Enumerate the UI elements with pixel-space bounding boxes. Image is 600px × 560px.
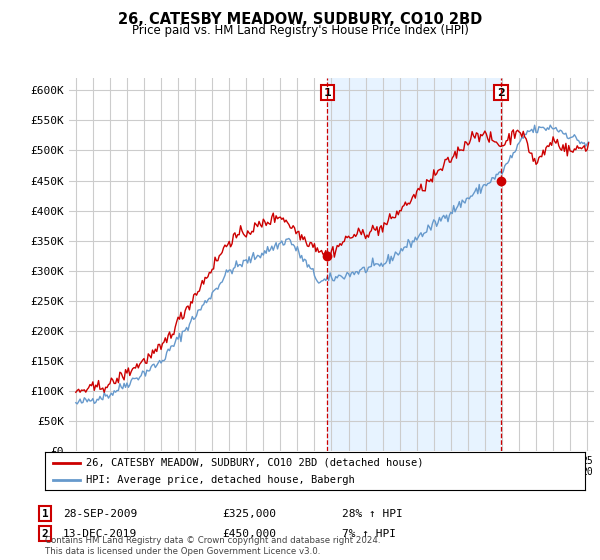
Bar bbox=[327, 78, 501, 451]
Text: £450,000: £450,000 bbox=[222, 529, 276, 539]
Text: HPI: Average price, detached house, Babergh: HPI: Average price, detached house, Babe… bbox=[86, 475, 354, 486]
Text: 13-DEC-2019: 13-DEC-2019 bbox=[63, 529, 137, 539]
Text: 26, CATESBY MEADOW, SUDBURY, CO10 2BD (detached house): 26, CATESBY MEADOW, SUDBURY, CO10 2BD (d… bbox=[86, 458, 423, 468]
Text: 1: 1 bbox=[41, 508, 49, 519]
Text: 2: 2 bbox=[41, 529, 49, 539]
Text: Price paid vs. HM Land Registry's House Price Index (HPI): Price paid vs. HM Land Registry's House … bbox=[131, 24, 469, 36]
Text: 7% ↑ HPI: 7% ↑ HPI bbox=[342, 529, 396, 539]
Text: 28% ↑ HPI: 28% ↑ HPI bbox=[342, 508, 403, 519]
Text: 1: 1 bbox=[323, 88, 331, 97]
Text: 28-SEP-2009: 28-SEP-2009 bbox=[63, 508, 137, 519]
Text: £325,000: £325,000 bbox=[222, 508, 276, 519]
Text: 2: 2 bbox=[497, 88, 505, 97]
Text: 26, CATESBY MEADOW, SUDBURY, CO10 2BD: 26, CATESBY MEADOW, SUDBURY, CO10 2BD bbox=[118, 12, 482, 27]
Text: Contains HM Land Registry data © Crown copyright and database right 2024.
This d: Contains HM Land Registry data © Crown c… bbox=[45, 536, 380, 556]
